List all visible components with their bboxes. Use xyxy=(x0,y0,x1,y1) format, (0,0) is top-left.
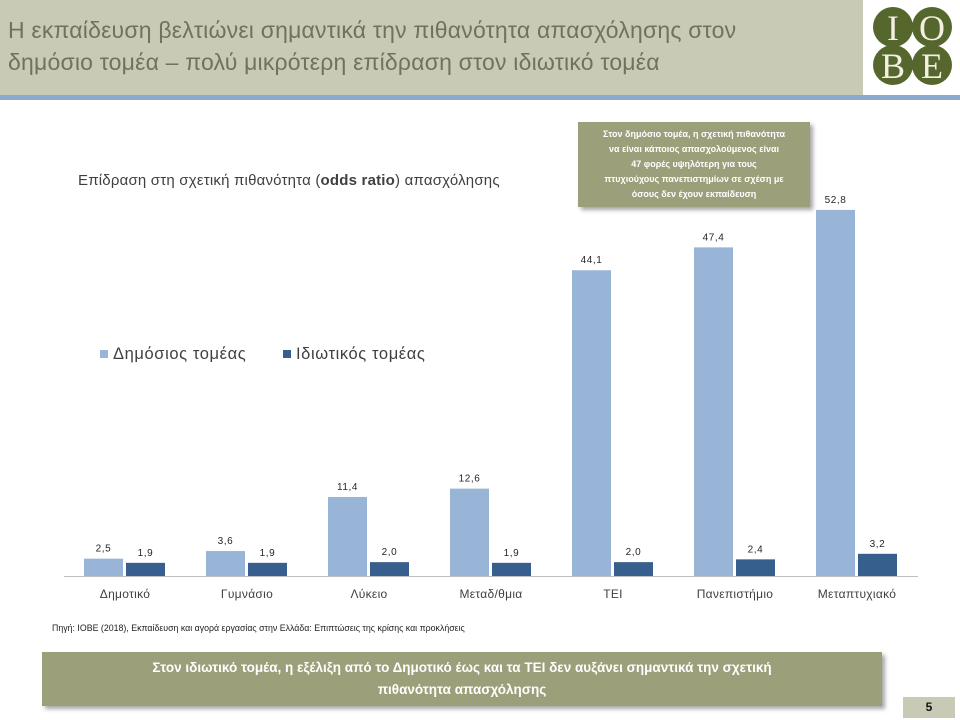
public-sector-data-label: 44,1 xyxy=(581,255,603,266)
private-sector-bar xyxy=(126,562,165,576)
public-sector-bar xyxy=(206,551,245,576)
category-label: Δημοτικό xyxy=(100,587,150,601)
chart-title: Επίδραση στη σχετική πιθανότητα (odds ra… xyxy=(78,172,500,189)
source-note: Πηγή: IOBE (2018), Εκπαίδευση και αγορά … xyxy=(52,623,465,633)
category-label: Μεταπτυχιακό xyxy=(818,587,896,601)
conclusion-line: Στον ιδιωτικό τομέα, η εξέλιξη από το Δη… xyxy=(152,660,772,675)
private-sector-bar xyxy=(370,562,409,576)
public-sector-data-label: 12,6 xyxy=(459,474,481,485)
conclusion-line: πιθανότητα απασχόλησης xyxy=(377,682,547,697)
header-divider xyxy=(0,95,960,100)
public-sector-data-label: 52,8 xyxy=(825,195,847,206)
public-sector-data-label: 3,6 xyxy=(218,536,234,547)
private-sector-bar xyxy=(736,559,775,576)
conclusion-box: Στον ιδιωτικό τομέα, η εξέλιξη από το Δη… xyxy=(42,652,882,706)
legend-swatch xyxy=(100,350,108,358)
logo-letter: B xyxy=(880,46,905,86)
logo-letter: O xyxy=(919,8,945,48)
logo-circle: B xyxy=(873,45,913,86)
public-sector-bar xyxy=(84,558,123,576)
category-label: Πανεπιστήμιο xyxy=(697,587,774,601)
legend-item-private-sector: Ιδιωτικός τομέας xyxy=(283,344,425,364)
slide-title-line: Η εκπαίδευση βελτιώνει σημαντικά την πιθ… xyxy=(8,17,737,43)
legend-label: Δημόσιος τομέας xyxy=(113,344,247,363)
category-label: Λύκειο xyxy=(350,587,387,601)
private-sector-data-label: 1,9 xyxy=(260,548,276,559)
callout-box: Στον δημόσιο τομέα, η σχετική πιθανότητα… xyxy=(578,122,810,207)
slide-title-line: δημόσιο τομέα – πολύ μικρότερη επίδραση … xyxy=(8,49,660,75)
public-sector-bar xyxy=(328,496,367,576)
callout-line: πτυχιούχους πανεπιστημίων σε σχέση με xyxy=(604,174,784,184)
legend-item-public-sector: Δημόσιος τομέας xyxy=(100,344,246,364)
callout-line: όσους δεν έχουν εκπαίδευση xyxy=(631,189,757,199)
logo-circle: I xyxy=(873,7,913,48)
iobe-logo: I O B E xyxy=(864,0,960,95)
legend-swatch xyxy=(283,350,291,358)
header-band: Η εκπαίδευση βελτιώνει σημαντικά την πιθ… xyxy=(0,0,863,95)
public-sector-bar xyxy=(572,270,611,576)
category-label: ΤΕΙ xyxy=(603,587,623,601)
private-sector-data-label: 1,9 xyxy=(504,548,520,559)
private-sector-data-label: 2,0 xyxy=(626,547,642,558)
legend-label: Ιδιωτικός τομέας xyxy=(296,344,426,363)
private-sector-bar xyxy=(614,562,653,576)
slide-title: Η εκπαίδευση βελτιώνει σημαντικά την πιθ… xyxy=(8,14,858,78)
public-sector-bar xyxy=(816,209,855,577)
category-label: Γυμνάσιο xyxy=(221,587,273,601)
callout-line: 47 φορές υψηλότερη για τους xyxy=(631,159,757,169)
logo-letter: I xyxy=(887,8,899,48)
logo-circle: E xyxy=(912,45,952,86)
callout-line: Στον δημόσιο τομέα, η σχετική πιθανότητα xyxy=(603,129,785,139)
public-sector-bar xyxy=(450,488,489,576)
private-sector-bar xyxy=(492,562,531,576)
public-sector-data-label: 47,4 xyxy=(703,232,725,243)
private-sector-data-label: 2,0 xyxy=(382,547,398,558)
public-sector-data-label: 11,4 xyxy=(337,482,358,493)
public-sector-data-label: 2,5 xyxy=(96,544,112,555)
callout-line: να είναι κάποιος απασχολούμενος είναι xyxy=(608,144,780,154)
bar-chart: 2,5 1,9 Δημοτικό 3,6 1,9 Γυμνάσιο 11,4 2,0 Λύκει… xyxy=(64,195,918,601)
chart-title-emphasis: odds ratio xyxy=(320,172,396,189)
private-sector-data-label: 2,4 xyxy=(748,544,764,555)
logo-letter: E xyxy=(921,46,943,86)
private-sector-bar xyxy=(248,562,287,576)
private-sector-data-label: 1,9 xyxy=(138,548,154,559)
page-number: 5 xyxy=(903,697,955,718)
logo-circle: O xyxy=(912,7,952,48)
public-sector-bar xyxy=(694,247,733,577)
category-label: Μεταδ/θμια xyxy=(459,587,522,601)
private-sector-data-label: 3,2 xyxy=(870,539,886,550)
private-sector-bar xyxy=(858,553,897,576)
